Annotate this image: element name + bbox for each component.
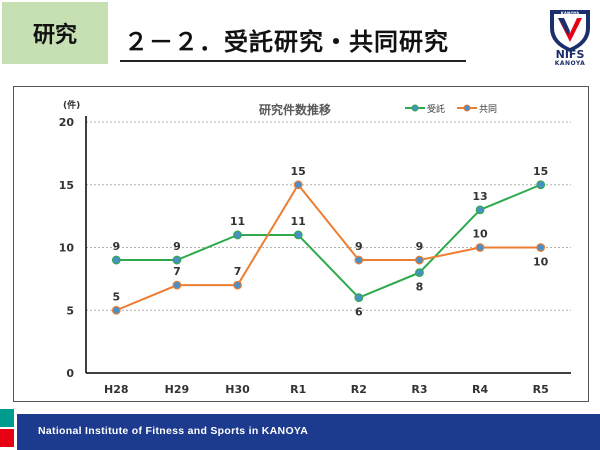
- data-point: [172, 255, 182, 265]
- y-tick-label: 20: [59, 116, 75, 129]
- line-chart: 研究件数推移 (件) 0 5 10 15 20 H28 H29 H30 R1 R2 R3 R4 R5 9…: [59, 99, 571, 396]
- series-line: [116, 183, 542, 299]
- data-point: [233, 230, 242, 240]
- data-label: 7: [234, 265, 242, 278]
- legend-label: 受託: [427, 103, 445, 115]
- legend: 受託 共同: [405, 103, 497, 115]
- data-point: [475, 205, 485, 215]
- x-tick-label: R1: [290, 383, 306, 396]
- nifs-logo-icon: KANOYA: [550, 10, 590, 52]
- x-tick-label: R4: [472, 383, 488, 396]
- y-tick-label: 0: [66, 367, 74, 380]
- data-label: 9: [112, 240, 120, 253]
- data-point: [293, 230, 303, 240]
- logo-text: NIFS: [555, 48, 585, 61]
- title-underline: [120, 60, 466, 62]
- data-label: 15: [533, 165, 548, 178]
- data-label: 10: [472, 228, 488, 241]
- grid: [86, 121, 571, 311]
- series: 9 9 11 11 6 8 13 15 5 7 7 15 9 9 10 10: [111, 165, 549, 319]
- data-point: [415, 255, 424, 265]
- data-label: 15: [291, 165, 306, 178]
- data-label: 9: [355, 240, 363, 253]
- data-point: [354, 255, 364, 265]
- x-tick-label: H29: [165, 383, 190, 396]
- y-tick-label: 5: [66, 304, 74, 317]
- footer-bar: [17, 414, 600, 450]
- data-label: 11: [230, 215, 245, 228]
- data-point: [354, 293, 364, 303]
- data-point: [536, 180, 546, 190]
- series-line: [115, 183, 541, 312]
- axes: 0 5 10 15 20 H28 H29 H30 R1 R2 R3 R4 R5: [59, 116, 571, 396]
- data-point: [111, 305, 121, 315]
- data-label: 11: [291, 215, 306, 228]
- x-tick-label: R2: [351, 383, 367, 396]
- footer-red-square: [0, 429, 14, 447]
- data-label: 13: [472, 190, 487, 203]
- y-tick-label: 10: [59, 242, 75, 255]
- data-label: 7: [173, 265, 181, 278]
- footer-institute-name: National Institute of Fitness and Sports…: [38, 425, 309, 437]
- y-axis-unit-label: (件): [63, 99, 80, 111]
- x-tick-label: H28: [104, 383, 129, 396]
- data-label: 9: [173, 240, 181, 253]
- data-label: 6: [355, 306, 363, 319]
- data-label: 5: [112, 290, 120, 303]
- data-label: 8: [416, 281, 424, 294]
- data-point: [111, 255, 121, 265]
- data-point: [475, 243, 485, 252]
- chart-frame: [13, 86, 589, 402]
- footer-teal-square: [0, 409, 14, 427]
- y-tick-label: 15: [59, 179, 74, 192]
- x-tick-label: R3: [411, 383, 427, 396]
- chart-title: 研究件数推移: [259, 102, 331, 117]
- data-label: 9: [416, 240, 424, 253]
- legend-label: 共同: [479, 104, 497, 115]
- data-point: [293, 180, 303, 190]
- data-point: [233, 280, 242, 290]
- section-tag: 研究: [2, 2, 108, 64]
- legend-marker: [411, 104, 419, 112]
- data-point: [415, 268, 424, 278]
- page-title: ２－２．受託研究・共同研究: [124, 28, 449, 56]
- logo-badge-text: KANOYA: [561, 11, 580, 16]
- logo-subtext: KANOYA: [554, 60, 586, 67]
- data-point: [172, 280, 182, 290]
- data-point: [536, 243, 546, 252]
- x-tick-label: H30: [225, 383, 250, 396]
- legend-marker: [463, 104, 471, 112]
- x-tick-label: R5: [533, 383, 549, 396]
- data-label: 10: [533, 256, 549, 269]
